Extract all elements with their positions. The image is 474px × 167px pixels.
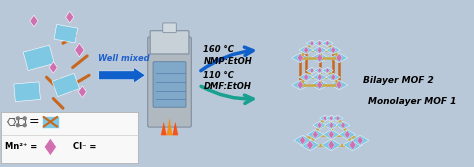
- Polygon shape: [52, 73, 80, 97]
- Text: Monolayer MOF 1: Monolayer MOF 1: [368, 97, 456, 106]
- Polygon shape: [317, 81, 323, 89]
- Polygon shape: [319, 115, 330, 121]
- Polygon shape: [329, 122, 334, 129]
- Polygon shape: [304, 74, 309, 81]
- Polygon shape: [326, 46, 340, 54]
- Polygon shape: [331, 46, 336, 54]
- Polygon shape: [78, 86, 86, 98]
- Polygon shape: [314, 40, 325, 46]
- Polygon shape: [311, 53, 328, 63]
- Circle shape: [23, 117, 26, 120]
- Text: 160 °C
NMP:EtOH: 160 °C NMP:EtOH: [203, 45, 252, 66]
- Polygon shape: [349, 140, 356, 150]
- Polygon shape: [49, 62, 57, 73]
- FancyBboxPatch shape: [153, 62, 186, 107]
- Polygon shape: [326, 73, 340, 81]
- Polygon shape: [23, 45, 55, 70]
- Polygon shape: [312, 46, 327, 54]
- Polygon shape: [66, 11, 74, 23]
- Polygon shape: [42, 116, 59, 128]
- Polygon shape: [317, 122, 322, 129]
- Polygon shape: [326, 115, 337, 121]
- Polygon shape: [336, 53, 342, 62]
- Polygon shape: [323, 116, 327, 121]
- FancyBboxPatch shape: [150, 31, 189, 54]
- Polygon shape: [318, 40, 322, 46]
- Polygon shape: [297, 81, 303, 89]
- Text: Well mixed: Well mixed: [98, 54, 150, 63]
- Polygon shape: [326, 40, 329, 46]
- Polygon shape: [318, 68, 322, 73]
- Polygon shape: [328, 140, 335, 150]
- Polygon shape: [323, 130, 339, 139]
- Polygon shape: [311, 80, 328, 90]
- Polygon shape: [307, 130, 324, 139]
- Polygon shape: [325, 121, 338, 129]
- Circle shape: [17, 124, 19, 127]
- Polygon shape: [44, 138, 56, 156]
- Polygon shape: [312, 130, 318, 139]
- Polygon shape: [322, 139, 341, 151]
- Polygon shape: [357, 136, 363, 145]
- FancyBboxPatch shape: [163, 23, 176, 33]
- Polygon shape: [299, 46, 313, 54]
- Text: Bilayer MOF 2: Bilayer MOF 2: [363, 76, 434, 85]
- Circle shape: [17, 117, 19, 120]
- Polygon shape: [301, 139, 319, 151]
- Polygon shape: [330, 80, 348, 90]
- Polygon shape: [314, 67, 325, 74]
- Polygon shape: [317, 74, 322, 81]
- Polygon shape: [304, 46, 309, 54]
- Polygon shape: [292, 80, 309, 90]
- Polygon shape: [167, 118, 173, 135]
- FancyBboxPatch shape: [148, 37, 191, 127]
- Polygon shape: [313, 121, 327, 129]
- Polygon shape: [322, 40, 333, 46]
- Polygon shape: [343, 139, 362, 151]
- Polygon shape: [14, 82, 40, 102]
- Polygon shape: [306, 67, 318, 74]
- Polygon shape: [294, 135, 311, 146]
- Polygon shape: [173, 122, 178, 135]
- Polygon shape: [339, 130, 356, 139]
- Polygon shape: [54, 24, 78, 43]
- Polygon shape: [317, 53, 323, 62]
- Polygon shape: [312, 73, 327, 81]
- Text: =: =: [28, 115, 39, 128]
- Polygon shape: [299, 73, 313, 81]
- Polygon shape: [328, 130, 334, 139]
- Text: Cl⁻ =: Cl⁻ =: [73, 142, 96, 151]
- Polygon shape: [336, 81, 342, 89]
- Polygon shape: [336, 116, 339, 121]
- Polygon shape: [332, 115, 343, 121]
- Polygon shape: [317, 46, 322, 54]
- Polygon shape: [307, 140, 313, 150]
- FancyArrow shape: [99, 67, 146, 83]
- Polygon shape: [336, 121, 350, 129]
- Polygon shape: [306, 40, 318, 46]
- Polygon shape: [330, 53, 348, 63]
- Polygon shape: [300, 136, 306, 145]
- Polygon shape: [310, 40, 314, 46]
- FancyBboxPatch shape: [1, 112, 138, 163]
- Polygon shape: [297, 53, 303, 62]
- Polygon shape: [30, 15, 38, 27]
- Polygon shape: [310, 68, 314, 73]
- Polygon shape: [75, 43, 84, 57]
- Text: Mn²⁺ =: Mn²⁺ =: [5, 142, 37, 151]
- Polygon shape: [331, 74, 336, 81]
- Text: 110 °C
DMF:EtOH: 110 °C DMF:EtOH: [203, 71, 251, 91]
- Polygon shape: [341, 122, 346, 129]
- Polygon shape: [161, 122, 167, 135]
- Polygon shape: [322, 67, 333, 74]
- Polygon shape: [329, 116, 333, 121]
- Polygon shape: [345, 130, 350, 139]
- Polygon shape: [326, 68, 329, 73]
- Circle shape: [23, 124, 26, 127]
- Polygon shape: [292, 53, 309, 63]
- Polygon shape: [351, 135, 369, 146]
